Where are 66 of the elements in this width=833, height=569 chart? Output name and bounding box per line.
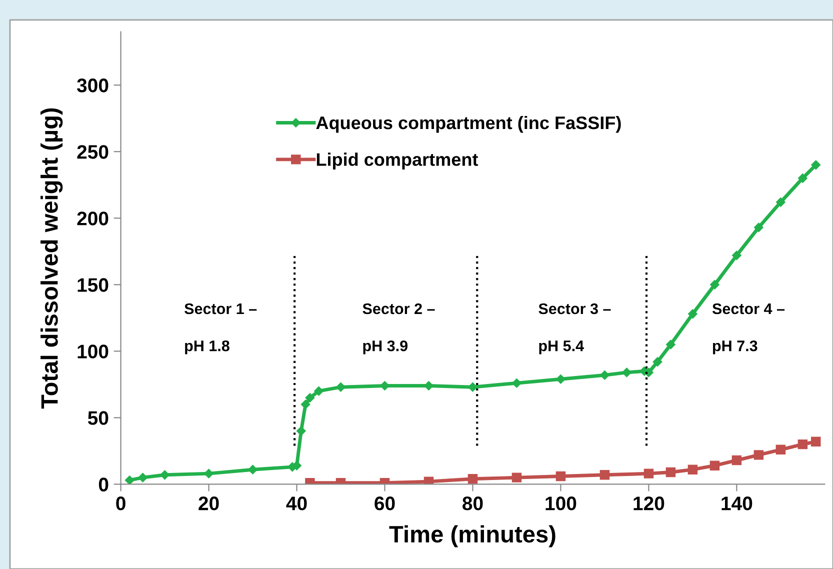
y-tick-label: 250 (77, 145, 108, 159)
annotation: Sector 2 – (362, 303, 435, 314)
point (336, 382, 346, 392)
point (248, 464, 258, 474)
point (600, 370, 610, 380)
legend-label: Aqueous compartment (inc FaSSIF) (316, 116, 621, 133)
annotation: pH 7.3 (712, 340, 758, 354)
point (204, 468, 214, 478)
point (710, 460, 720, 470)
point (776, 444, 786, 454)
point (811, 436, 821, 447)
point (754, 222, 764, 232)
y-tick-label: 200 (77, 212, 108, 226)
point (652, 357, 662, 366)
point (468, 382, 478, 392)
point (666, 467, 676, 478)
point (124, 476, 134, 484)
x-tick-label: 60 (374, 496, 395, 510)
point (305, 393, 315, 402)
point (622, 368, 632, 378)
point (512, 472, 522, 482)
x-tick-label: 40 (286, 496, 307, 510)
y-tick-label: 100 (78, 344, 108, 358)
annotation: pH 1.8 (185, 340, 230, 354)
x-tick-label: 120 (634, 496, 664, 510)
point (292, 460, 302, 470)
annotation: Sector 4 – (712, 303, 785, 314)
point (556, 471, 566, 482)
annotation: pH 5.4 (539, 340, 584, 354)
point (688, 464, 698, 474)
annotation: pH 3.9 (363, 340, 408, 354)
point (710, 280, 720, 290)
point (296, 426, 306, 436)
point (556, 374, 566, 384)
point (811, 160, 820, 170)
point (732, 250, 742, 260)
y-tick-label: 50 (88, 411, 108, 425)
point (776, 198, 786, 207)
point (314, 386, 324, 396)
point (424, 476, 434, 484)
x-tick-label: 80 (462, 496, 483, 510)
y-axis-title: Total dissolved weight (µg) (40, 108, 63, 409)
y-tick-label: 300 (76, 78, 108, 92)
y-tick-label: 0 (98, 478, 108, 492)
point (798, 174, 808, 183)
point (798, 439, 808, 450)
point (644, 468, 654, 478)
point (512, 378, 522, 388)
point (688, 309, 698, 319)
legend-label: Lipid compartment (316, 152, 478, 170)
x-tick-label: 100 (546, 496, 576, 510)
x-tick-label: 20 (198, 496, 219, 510)
y-tick-label: 150 (78, 278, 108, 292)
point (754, 450, 764, 460)
point (600, 470, 610, 480)
point (138, 472, 148, 482)
annotation: Sector 3 – (538, 303, 611, 314)
x-tick-label: 0 (116, 496, 126, 510)
x-axis-title: Time (minutes) (389, 525, 556, 548)
point (732, 455, 742, 466)
point (468, 474, 478, 484)
point (666, 340, 676, 350)
annotation: Sector 1 – (184, 303, 257, 314)
point (300, 400, 310, 410)
x-tick-label: 140 (722, 496, 752, 510)
point (160, 470, 170, 480)
